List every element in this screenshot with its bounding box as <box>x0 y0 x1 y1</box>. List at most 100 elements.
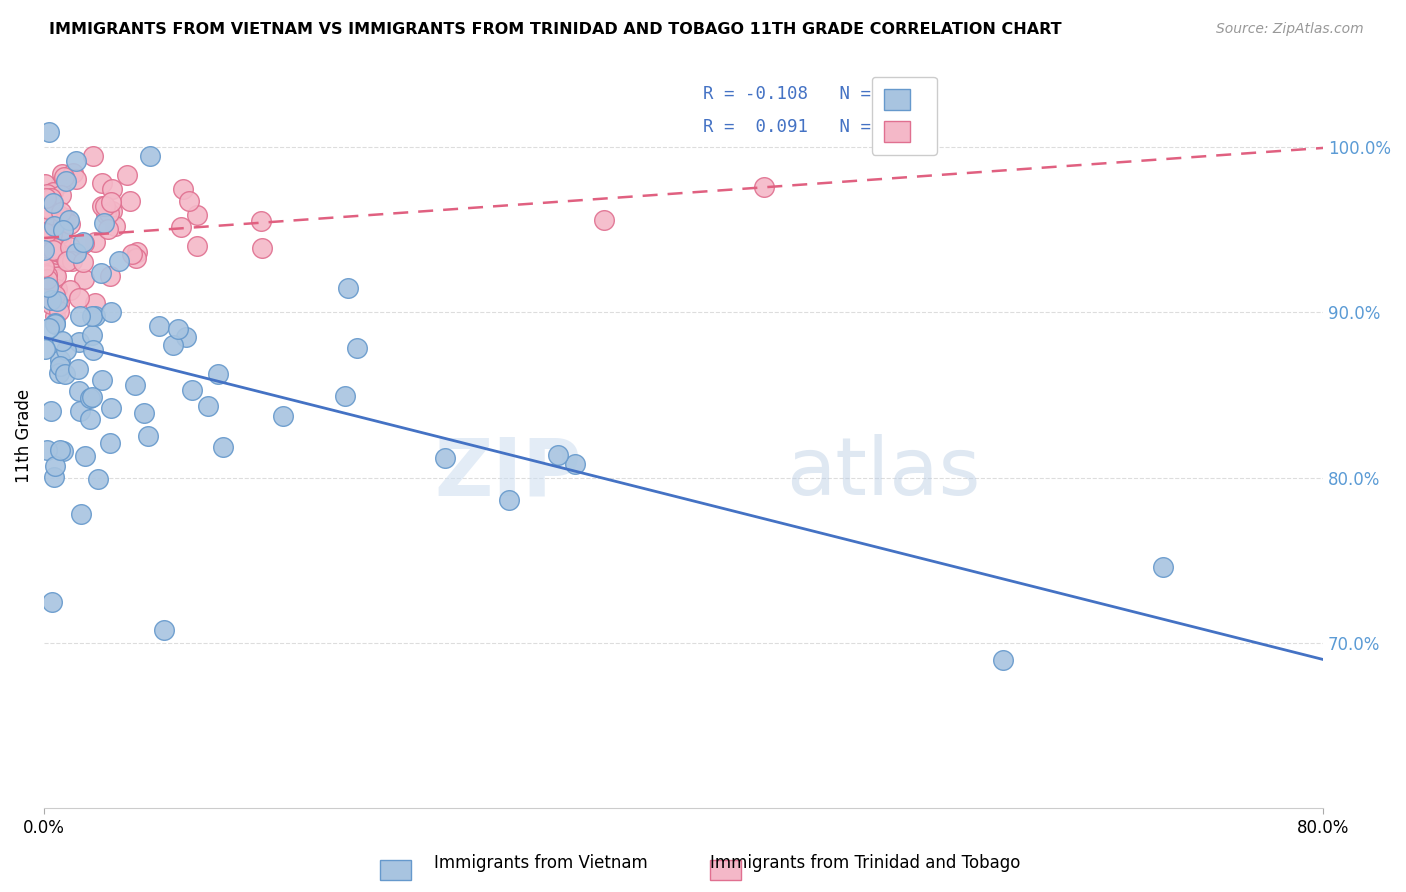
Point <box>46 282 69 296</box>
Point <box>434 450 457 465</box>
Point <box>34 242 56 256</box>
Point <box>66 362 89 376</box>
Point <box>87 472 110 486</box>
Point <box>197 400 219 414</box>
Point <box>138 149 160 163</box>
Point <box>127 244 149 259</box>
Text: Source: ZipAtlas.com: Source: ZipAtlas.com <box>1216 22 1364 37</box>
Point <box>121 247 143 261</box>
Point <box>162 338 184 352</box>
Point <box>49 205 72 219</box>
Point <box>38 215 60 229</box>
Text: R = -0.108   N =  75: R = -0.108 N = 75 <box>703 85 912 103</box>
Point <box>39 210 62 224</box>
Point <box>39 293 62 308</box>
Point <box>67 384 90 399</box>
Point <box>35 214 58 228</box>
Point <box>592 213 614 227</box>
Point <box>181 383 204 397</box>
Point <box>125 251 148 265</box>
Point <box>41 227 63 241</box>
Text: R =  0.091   N = 114: R = 0.091 N = 114 <box>703 119 912 136</box>
Point <box>49 177 72 191</box>
Point <box>55 343 77 357</box>
Point <box>44 250 66 264</box>
Point <box>32 225 55 239</box>
Point <box>100 203 122 218</box>
Y-axis label: 11th Grade: 11th Grade <box>15 389 32 483</box>
Point <box>44 458 66 473</box>
Point <box>53 253 76 268</box>
Point <box>136 429 159 443</box>
Point <box>37 278 59 293</box>
Point <box>55 249 77 263</box>
Point <box>34 221 56 235</box>
Point <box>132 406 155 420</box>
Point <box>41 236 63 251</box>
Point <box>39 225 62 239</box>
Point <box>207 368 229 382</box>
Point <box>49 232 72 246</box>
Point <box>211 440 233 454</box>
Point <box>51 188 73 202</box>
Point <box>51 334 73 348</box>
Point <box>39 297 62 311</box>
Point <box>100 401 122 415</box>
Point <box>51 211 73 225</box>
Point <box>249 214 271 228</box>
Point <box>117 168 139 182</box>
Point <box>67 334 90 349</box>
Point <box>752 179 775 194</box>
Point <box>65 245 87 260</box>
Point <box>79 391 101 405</box>
Point <box>52 223 75 237</box>
Point <box>48 246 70 260</box>
Point <box>52 211 75 225</box>
Point <box>93 215 115 229</box>
Legend: , : , <box>872 77 936 154</box>
Point <box>152 623 174 637</box>
Point <box>59 240 82 254</box>
Point <box>271 409 294 424</box>
Point <box>84 296 107 310</box>
Point <box>42 240 65 254</box>
Point <box>53 169 76 184</box>
Point <box>91 373 114 387</box>
Point <box>55 174 77 188</box>
Point <box>72 255 94 269</box>
Point <box>170 220 193 235</box>
Point <box>1152 560 1174 574</box>
Point <box>90 199 112 213</box>
Point <box>80 309 103 323</box>
Point <box>37 227 59 242</box>
Point <box>93 199 115 213</box>
Point <box>80 390 103 404</box>
Point <box>80 328 103 343</box>
Point <box>58 217 80 231</box>
Point <box>75 449 97 463</box>
Point <box>67 291 90 305</box>
Point <box>72 235 94 249</box>
Point <box>89 266 111 280</box>
Point <box>44 226 66 240</box>
Point <box>97 206 120 220</box>
Point <box>60 253 83 268</box>
Point <box>120 194 142 209</box>
Point <box>101 182 124 196</box>
Point <box>44 266 66 280</box>
Point <box>48 207 70 221</box>
Point <box>44 316 66 330</box>
Point <box>98 436 121 450</box>
Point <box>53 211 76 225</box>
Point <box>333 389 356 403</box>
Point <box>174 330 197 344</box>
Point <box>46 247 69 261</box>
Point <box>336 281 359 295</box>
Point <box>38 125 60 139</box>
Point <box>91 176 114 190</box>
Point <box>42 196 65 211</box>
Point <box>39 191 62 205</box>
Point <box>44 242 66 256</box>
Point <box>177 194 200 208</box>
Point <box>83 235 105 249</box>
